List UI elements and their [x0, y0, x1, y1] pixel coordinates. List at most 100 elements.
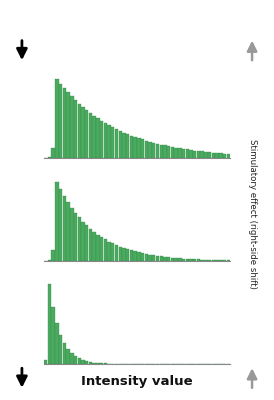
Bar	[156, 256, 159, 261]
Bar	[52, 250, 55, 261]
Bar	[152, 255, 155, 261]
Bar	[66, 349, 70, 364]
Bar	[119, 131, 122, 158]
Bar	[89, 362, 92, 364]
Bar	[70, 96, 73, 158]
Bar	[159, 256, 163, 261]
Bar	[92, 116, 96, 158]
Bar	[59, 84, 62, 158]
Bar	[201, 260, 204, 261]
Text: Inhibitory effect (left-side shift): Inhibitory effect (left-side shift)	[18, 147, 26, 282]
Bar	[197, 151, 200, 158]
Bar	[208, 152, 211, 158]
Bar	[96, 363, 99, 364]
Bar	[137, 252, 141, 261]
Bar	[78, 218, 81, 261]
Bar	[189, 259, 193, 261]
Bar	[81, 360, 85, 364]
Bar	[48, 284, 51, 364]
Bar	[215, 153, 219, 158]
Bar	[52, 307, 55, 364]
Bar	[182, 149, 185, 158]
Bar	[107, 125, 111, 158]
Bar	[219, 260, 222, 261]
Bar	[171, 258, 174, 261]
Bar	[167, 146, 170, 158]
Bar	[126, 134, 129, 158]
Bar	[89, 229, 92, 261]
Bar	[74, 213, 77, 261]
Bar	[96, 118, 99, 158]
Bar	[55, 323, 59, 364]
Bar	[122, 132, 126, 158]
Bar	[215, 260, 219, 261]
Bar	[100, 237, 103, 261]
Bar	[70, 353, 73, 364]
Bar	[100, 121, 103, 158]
Bar	[111, 127, 115, 158]
Bar	[159, 144, 163, 158]
Bar	[133, 252, 137, 261]
Bar	[148, 142, 152, 158]
Bar	[48, 157, 51, 158]
Bar	[201, 152, 204, 158]
Bar	[212, 153, 215, 158]
Bar	[163, 257, 167, 261]
Bar	[66, 92, 70, 158]
Bar	[126, 249, 129, 261]
Bar	[81, 222, 85, 261]
Bar	[85, 110, 89, 158]
Bar	[96, 235, 99, 261]
Bar	[133, 137, 137, 158]
Bar	[204, 152, 208, 158]
Bar	[104, 123, 107, 158]
Bar	[78, 104, 81, 158]
Bar	[182, 258, 185, 261]
Bar	[81, 107, 85, 158]
Bar	[89, 113, 92, 158]
Bar	[145, 141, 148, 158]
Bar	[208, 260, 211, 261]
Bar	[171, 147, 174, 158]
Bar	[137, 138, 141, 158]
Text: Intensity value: Intensity value	[81, 376, 193, 388]
Bar	[107, 242, 111, 261]
Bar	[141, 140, 144, 158]
Bar	[115, 245, 118, 261]
Bar	[219, 153, 222, 158]
Bar	[197, 260, 200, 261]
Bar	[178, 148, 182, 158]
Bar	[55, 182, 59, 261]
Bar	[52, 148, 55, 158]
Bar	[122, 248, 126, 261]
Bar	[100, 363, 103, 364]
Bar	[156, 144, 159, 158]
Bar	[63, 196, 66, 261]
Bar	[92, 232, 96, 261]
Bar	[111, 244, 115, 261]
Bar	[223, 260, 226, 261]
Bar	[178, 258, 182, 261]
Bar	[212, 260, 215, 261]
Bar	[59, 189, 62, 261]
Bar	[55, 79, 59, 158]
Bar	[223, 154, 226, 158]
Bar	[59, 335, 62, 364]
Bar	[163, 145, 167, 158]
Bar	[152, 143, 155, 158]
Bar	[185, 259, 189, 261]
Bar	[204, 260, 208, 261]
Bar	[130, 250, 133, 261]
Bar	[44, 360, 47, 364]
Bar	[74, 100, 77, 158]
Bar	[85, 361, 89, 364]
Bar	[167, 257, 170, 261]
Bar	[193, 150, 196, 158]
Bar	[104, 240, 107, 261]
Bar	[189, 150, 193, 158]
Bar	[193, 259, 196, 261]
Bar	[48, 260, 51, 261]
Bar	[175, 148, 178, 158]
Bar	[78, 358, 81, 364]
Bar	[130, 136, 133, 158]
